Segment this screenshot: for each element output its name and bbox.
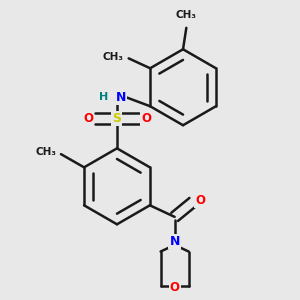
Text: CH₃: CH₃ [103,52,124,62]
Text: O: O [83,112,93,125]
Text: H: H [99,92,108,102]
Text: CH₃: CH₃ [176,10,197,20]
Text: O: O [195,194,205,207]
Text: N: N [116,91,126,104]
Text: O: O [141,112,151,125]
Text: CH₃: CH₃ [35,148,56,158]
Text: S: S [112,112,122,125]
Text: O: O [169,281,180,294]
Text: N: N [169,235,180,248]
